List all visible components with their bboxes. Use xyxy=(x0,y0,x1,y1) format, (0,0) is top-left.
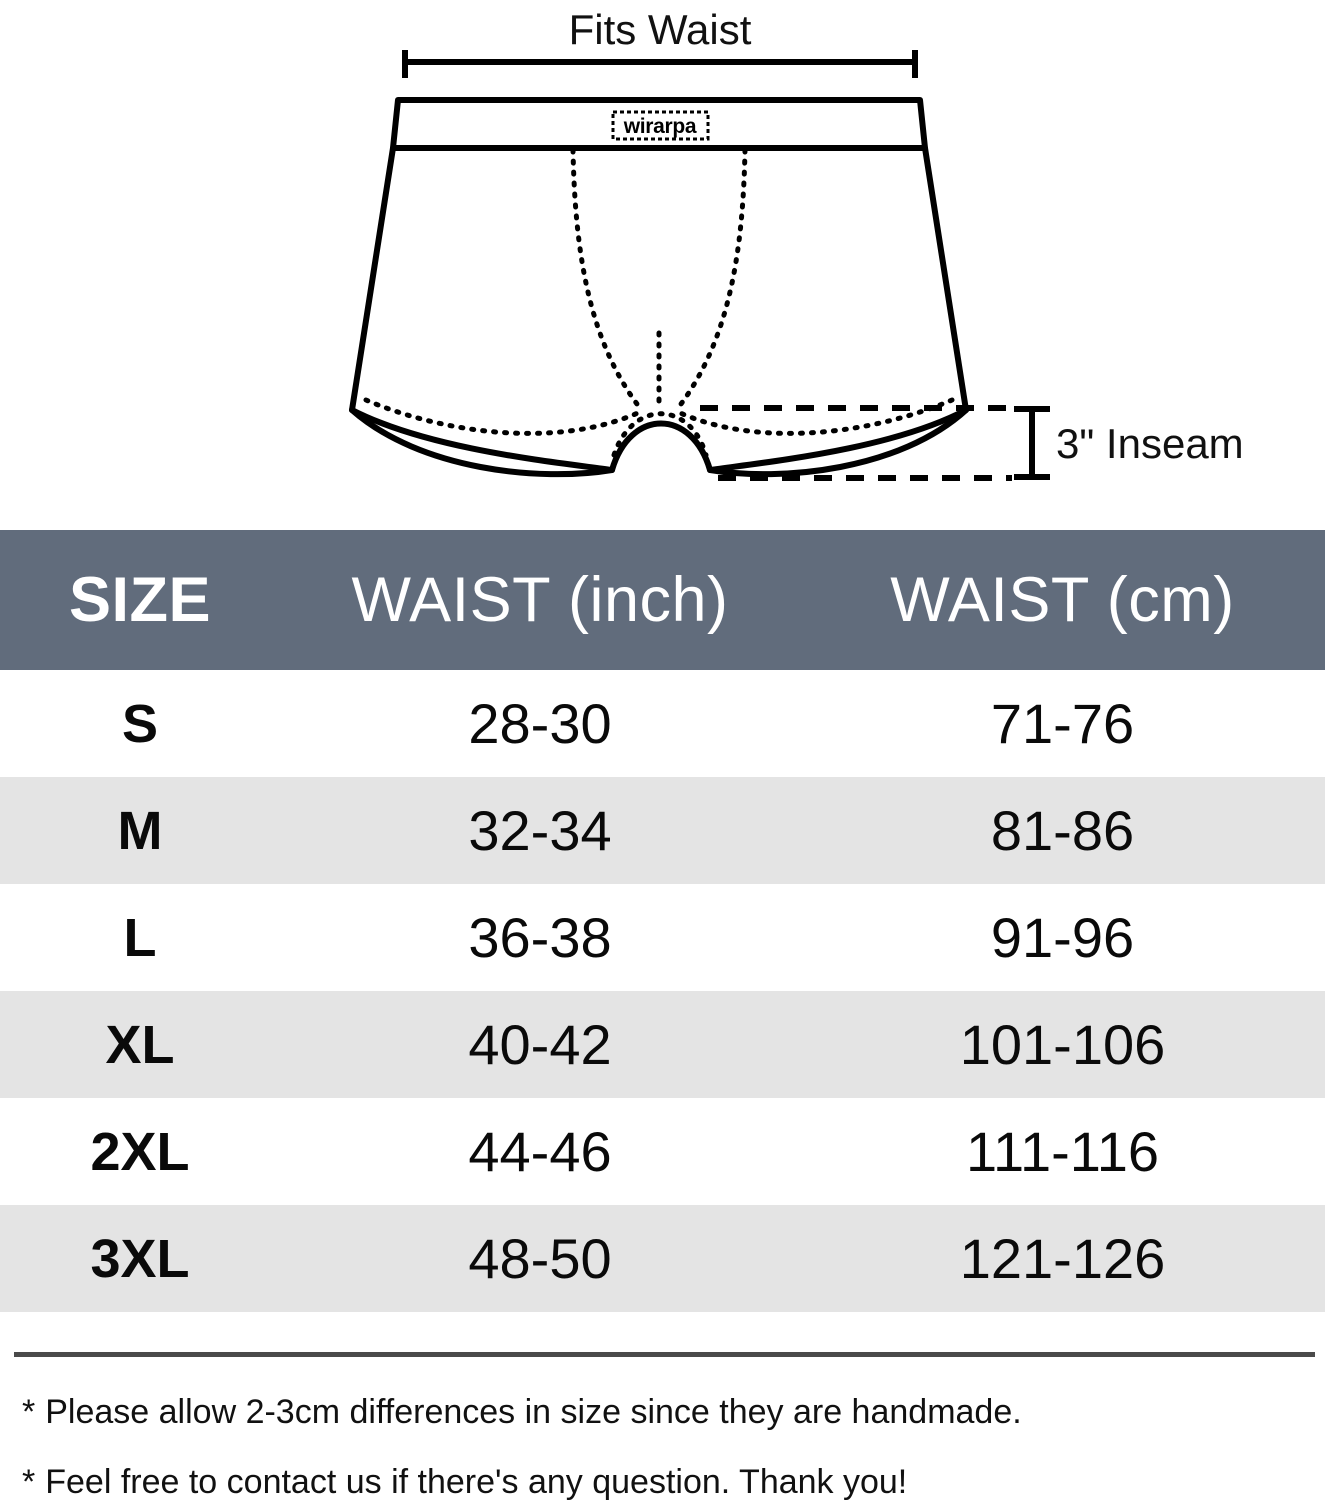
cell-waist-inch: 36-38 xyxy=(468,906,612,969)
note-star-icon: * xyxy=(22,1463,36,1501)
brand-tag: wirarpa xyxy=(611,110,710,141)
cell-waist-inch: 40-42 xyxy=(468,1013,612,1076)
cell-size: 3XL xyxy=(90,1228,190,1289)
cell-waist-cm: 71-76 xyxy=(990,692,1135,755)
size-chart-table: SIZE WAIST (inch) WAIST (cm) S 28-30 71-… xyxy=(0,530,1325,1312)
note-line: * Feel free to contact us if there's any … xyxy=(0,1465,1325,1499)
note-line: * Please allow 2-3cm differences in size … xyxy=(0,1395,1325,1429)
column-header-waist-inch: WAIST (inch) xyxy=(351,565,729,635)
brand-name: wirarpa xyxy=(623,115,697,138)
garment-outline xyxy=(349,97,969,478)
cell-waist-inch: 32-34 xyxy=(468,799,612,862)
column-header-waist-cm: WAIST (cm) xyxy=(890,565,1235,635)
footer-notes: * Please allow 2-3cm differences in size … xyxy=(0,1352,1325,1499)
table-header: SIZE WAIST (inch) WAIST (cm) xyxy=(0,530,1325,670)
cell-waist-cm: 121-126 xyxy=(959,1227,1166,1290)
waist-dimension-line xyxy=(402,50,918,78)
cell-waist-inch: 48-50 xyxy=(468,1227,612,1290)
note-text: Please allow 2-3cm differences in size s… xyxy=(45,1393,1022,1431)
size-table-grid: SIZE WAIST (inch) WAIST (cm) S 28-30 71-… xyxy=(0,530,1325,1312)
cell-waist-cm: 111-116 xyxy=(965,1120,1160,1183)
note-star-icon: * xyxy=(22,1393,36,1431)
table-row: 2XL 44-46 111-116 xyxy=(0,1098,1325,1205)
footer-divider xyxy=(14,1352,1315,1357)
column-header-size: SIZE xyxy=(68,565,212,635)
table-row: L 36-38 91-96 xyxy=(0,884,1325,991)
stitching-detail xyxy=(363,147,955,458)
table-row: 3XL 48-50 121-126 xyxy=(0,1205,1325,1312)
product-diagram: Fits Waist xyxy=(0,0,1325,530)
table-row: S 28-30 71-76 xyxy=(0,670,1325,777)
table-body: S 28-30 71-76 M 32-34 81-86 L 36-38 91-9… xyxy=(0,670,1325,1312)
header-row: SIZE WAIST (inch) WAIST (cm) xyxy=(0,530,1325,670)
table-row: M 32-34 81-86 xyxy=(0,777,1325,884)
cell-waist-inch: 28-30 xyxy=(468,692,612,755)
fits-waist-label: Fits Waist xyxy=(569,6,752,53)
note-text: Feel free to contact us if there's any q… xyxy=(45,1463,908,1501)
cell-size: M xyxy=(117,800,163,861)
boxer-brief-illustration: Fits Waist xyxy=(349,6,1244,481)
cell-waist-cm: 81-86 xyxy=(990,799,1135,862)
cell-size: 2XL xyxy=(90,1121,190,1182)
cell-size: S xyxy=(121,693,159,754)
inseam-leader-lines xyxy=(700,405,1012,481)
table-row: XL 40-42 101-106 xyxy=(0,991,1325,1098)
cell-waist-cm: 91-96 xyxy=(990,906,1135,969)
cell-waist-inch: 44-46 xyxy=(468,1120,612,1183)
cell-size: XL xyxy=(105,1014,175,1075)
cell-size: L xyxy=(123,907,157,968)
inseam-label: 3" Inseam xyxy=(1056,420,1244,467)
cell-waist-cm: 101-106 xyxy=(959,1013,1166,1076)
inseam-dimension-line xyxy=(1014,406,1050,480)
